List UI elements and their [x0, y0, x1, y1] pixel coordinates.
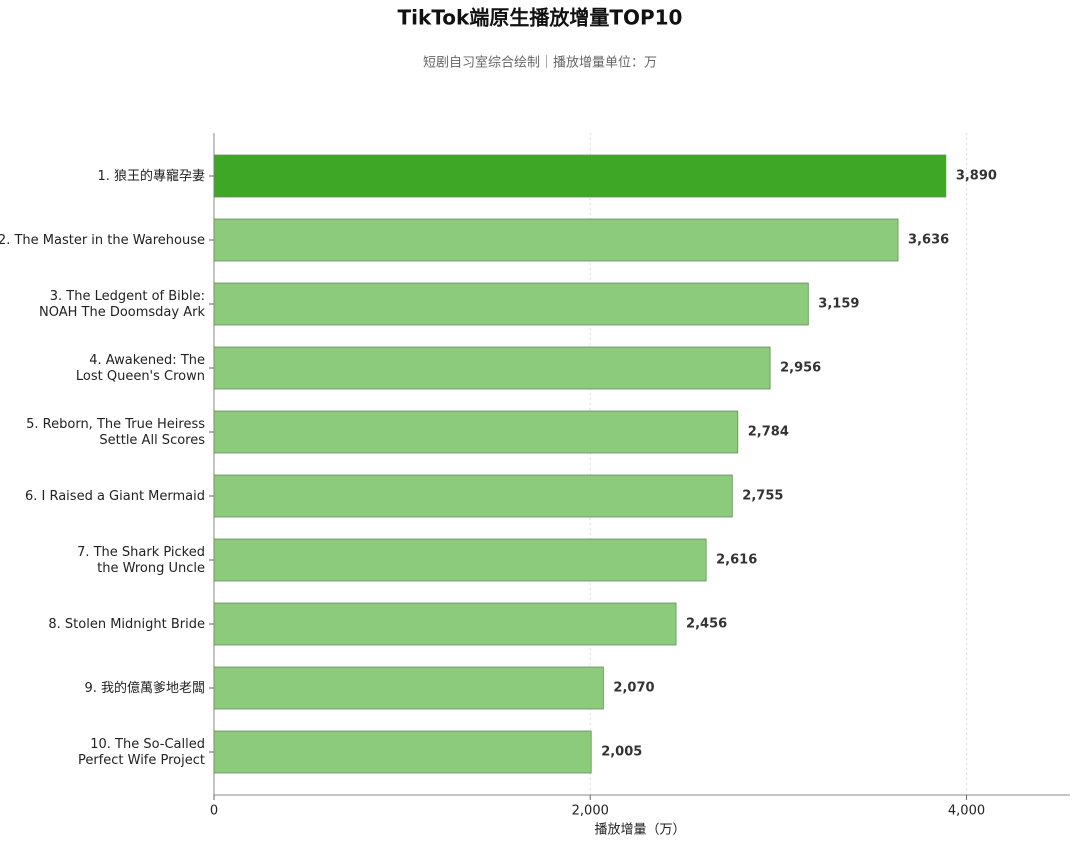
y-tick-label-line: Settle All Scores: [99, 433, 205, 448]
value-label: 3,159: [818, 297, 859, 312]
x-tick-label: 4,000: [948, 804, 985, 819]
bar: [213, 474, 733, 518]
value-label: 2,784: [748, 425, 789, 440]
chart-subtitle: 短剧自习室综合绘制｜播放增量单位：万: [423, 55, 657, 71]
bar: [213, 730, 592, 774]
value-label: 2,755: [742, 489, 783, 504]
bar: [213, 538, 707, 582]
value-label: 3,890: [956, 169, 997, 184]
y-tick-label: 8. Stolen Midnight Bride: [48, 617, 205, 632]
value-label: 2,456: [686, 617, 727, 632]
y-tick-label: 6. I Raised a Giant Mermaid: [25, 489, 205, 504]
chart-title: TikTok端原生播放增量TOP10: [398, 6, 683, 30]
bar: [213, 346, 771, 390]
y-tick-label-line: 2. The Master in the Warehouse: [0, 233, 205, 248]
x-tick-label: 0: [210, 804, 218, 819]
bar: [213, 282, 809, 326]
value-label: 2,070: [613, 681, 654, 696]
y-tick-label: 1. 狼王的專寵孕妻: [97, 168, 205, 184]
y-tick-label: 5. Reborn, The True Heiress Settle All Sc…: [26, 417, 205, 448]
bar: [213, 666, 604, 710]
bar: [213, 410, 739, 454]
y-tick-label-line: 8. Stolen Midnight Bride: [48, 617, 205, 632]
y-tick-label: 10. The So-Called Perfect Wife Project: [78, 737, 205, 768]
value-label: 2,005: [601, 745, 642, 760]
y-tick-label-line: 9. 我的億萬爹地老闆: [84, 680, 205, 696]
bar: [213, 154, 947, 198]
y-tick-label-line: the Wrong Uncle: [97, 561, 205, 576]
y-tick-label-line: 7. The Shark Picked: [77, 545, 205, 560]
y-tick-label-line: NOAH The Doomsday Ark: [39, 305, 205, 320]
bar: [213, 218, 899, 262]
y-tick-label-line: 5. Reborn, The True Heiress: [26, 417, 205, 432]
y-tick-label-line: 6. I Raised a Giant Mermaid: [25, 489, 205, 504]
x-axis-label: 播放增量（万）: [594, 823, 685, 838]
y-tick-label-line: Perfect Wife Project: [78, 753, 205, 768]
y-tick-label-line: 4. Awakened: The: [89, 353, 205, 368]
y-tick-label: 3. The Ledgent of Bible: NOAH The Doomsda…: [39, 289, 205, 320]
bar: [213, 602, 677, 646]
y-tick-label: 4. Awakened: The Lost Queen's Crown: [76, 353, 205, 384]
y-tick-label-line: 10. The So-Called: [90, 737, 205, 752]
value-label: 3,636: [908, 233, 949, 248]
y-tick-label-line: 1. 狼王的專寵孕妻: [97, 168, 205, 184]
x-tick-label: 2,000: [572, 804, 609, 819]
y-tick-label: 7. The Shark Picked the Wrong Uncle: [77, 545, 205, 576]
y-tick-label-line: 3. The Ledgent of Bible:: [50, 289, 205, 304]
y-tick-label-line: Lost Queen's Crown: [76, 369, 205, 384]
value-label: 2,956: [780, 361, 821, 376]
value-label: 2,616: [716, 553, 757, 568]
y-tick-label: 2. The Master in the Warehouse: [0, 233, 205, 248]
y-tick-label: 9. 我的億萬爹地老闆: [84, 680, 205, 696]
